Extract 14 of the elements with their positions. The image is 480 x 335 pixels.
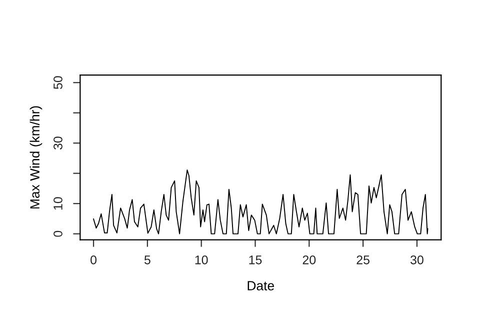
x-tick-label: 0 [90,255,97,264]
y-tick-label: 30 [54,136,62,150]
x-tick-label: 10 [195,255,208,264]
y-tick-label: 50 [54,76,62,90]
x-tick-label: 15 [249,256,262,264]
y-tick-label: 10 [54,197,62,210]
line-series [93,170,428,234]
y-tick-label: 0 [54,230,62,237]
y-axis-title: Max Wind (km/hr) [30,106,42,208]
x-tick-label: 20 [302,255,316,264]
x-tick-label: 5 [144,256,150,264]
x-axis-title: Date [248,281,274,290]
x-tick-label: 30 [410,255,424,264]
x-tick-label: 25 [356,255,370,264]
